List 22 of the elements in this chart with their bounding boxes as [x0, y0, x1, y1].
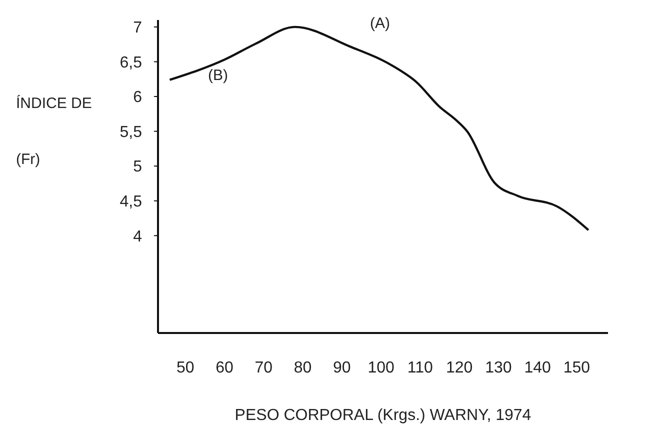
- x-tick-label: 120: [446, 359, 473, 376]
- y-tick-label: 6,5: [120, 54, 142, 72]
- x-tick-label: 130: [485, 359, 512, 376]
- y-tick-label: 7: [133, 20, 142, 37]
- y-tick-label: 4: [133, 228, 142, 246]
- x-tick-label: 100: [368, 359, 394, 376]
- y-tick-label: 4,5: [120, 194, 142, 211]
- annotation: (B): [208, 67, 228, 84]
- x-tick-label: 140: [524, 359, 552, 376]
- y-tick-label: 5,5: [120, 124, 142, 141]
- x-tick-label: 150: [563, 359, 590, 376]
- x-tick-label: 80: [294, 359, 312, 376]
- x-axis-title: PESO CORPORAL (Krgs.) WARNY, 1974: [234, 407, 532, 424]
- text: ÍNDICE DE (Fr): [16, 95, 92, 168]
- x-tick-label: 60: [216, 359, 234, 376]
- annotation: (A): [370, 15, 390, 32]
- x-tick-label: 110: [407, 359, 434, 376]
- x-tick-label: 90: [333, 359, 351, 376]
- y-tick-label: 5: [133, 158, 142, 176]
- x-tick-label: 50: [176, 359, 194, 376]
- y-tick-label: 6: [133, 89, 142, 106]
- x-tick-label: 70: [254, 359, 273, 376]
